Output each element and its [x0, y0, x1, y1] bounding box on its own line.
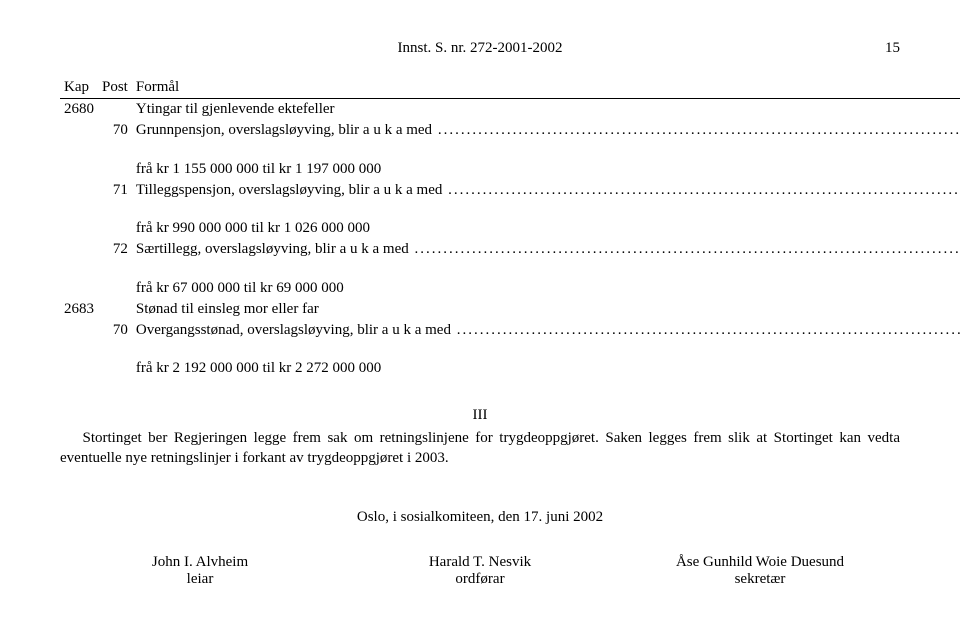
- cell-post: 71: [98, 180, 132, 219]
- col-header-post: Post: [98, 77, 132, 99]
- signature-block: Harald T. Nesvik ordførar: [340, 554, 620, 588]
- cell-desc: Ytingar til gjenlevende ektefeller: [132, 99, 960, 121]
- signature-name: Harald T. Nesvik: [340, 554, 620, 571]
- closing-line: Oslo, i sosialkomiteen, den 17. juni 200…: [60, 509, 900, 526]
- table-row: 2680 Ytingar til gjenlevende ektefeller: [60, 99, 960, 121]
- cell-post: [98, 99, 132, 121]
- signature-role: ordførar: [340, 571, 620, 588]
- cell-kap: [60, 180, 98, 219]
- cell-kap: [60, 159, 98, 180]
- cell-kap: [60, 320, 98, 359]
- cell-kap: [60, 218, 98, 239]
- cell-kap: 2683: [60, 299, 98, 320]
- cell-post: 70: [98, 120, 132, 159]
- section-numeral: III: [60, 407, 900, 424]
- cell-desc: frå kr 2 192 000 000 til kr 2 272 000 00…: [132, 358, 960, 379]
- table-row: 2683 Stønad til einsleg mor eller far: [60, 299, 960, 320]
- page-header: Innst. S. nr. 272-2001-2002 15: [60, 40, 900, 57]
- cell-post: 72: [98, 239, 132, 278]
- table-row: frå kr 2 192 000 000 til kr 2 272 000 00…: [60, 358, 960, 379]
- signature-row: John I. Alvheim leiar Harald T. Nesvik o…: [60, 554, 900, 588]
- cell-post: 70: [98, 320, 132, 359]
- table-row: 72 Særtillegg, overslagsløyving, blir a …: [60, 239, 960, 278]
- cell-desc: Stønad til einsleg mor eller far: [132, 299, 960, 320]
- cell-desc: Særtillegg, overslagsløyving, blir a u k…: [136, 241, 960, 258]
- signature-role: leiar: [60, 571, 340, 588]
- table-row: frå kr 67 000 000 til kr 69 000 000: [60, 278, 960, 299]
- cell-post: [98, 299, 132, 320]
- table-header-row: Kap Post Formål Kroner: [60, 77, 960, 99]
- document-title: Innst. S. nr. 272-2001-2002: [100, 40, 860, 57]
- cell-desc: Tilleggspensjon, overslagsløyving, blir …: [136, 182, 960, 199]
- page-number: 15: [860, 40, 900, 57]
- cell-kap: [60, 120, 98, 159]
- table-row: 70 Grunnpensjon, overslagsløyving, blir …: [60, 120, 960, 159]
- cell-desc: frå kr 990 000 000 til kr 1 026 000 000: [132, 218, 960, 239]
- col-header-kap: Kap: [60, 77, 98, 99]
- cell-kap: [60, 358, 98, 379]
- cell-desc: frå kr 67 000 000 til kr 69 000 000: [132, 278, 960, 299]
- cell-post: [98, 358, 132, 379]
- cell-desc: Overgangsstønad, overslagsløyving, blir …: [136, 322, 960, 339]
- budget-table: Kap Post Formål Kroner 2680 Ytingar til …: [60, 77, 960, 379]
- table-row: frå kr 1 155 000 000 til kr 1 197 000 00…: [60, 159, 960, 180]
- cell-kap: [60, 278, 98, 299]
- signature-name: Åse Gunhild Woie Duesund: [620, 554, 900, 571]
- signature-block: Åse Gunhild Woie Duesund sekretær: [620, 554, 900, 588]
- cell-kap: [60, 239, 98, 278]
- signature-block: John I. Alvheim leiar: [60, 554, 340, 588]
- cell-kap: 2680: [60, 99, 98, 121]
- header-spacer: [60, 40, 100, 57]
- table-row: 71 Tilleggspensjon, overslagsløyving, bl…: [60, 180, 960, 219]
- cell-post: [98, 278, 132, 299]
- cell-post: [98, 159, 132, 180]
- cell-desc: frå kr 1 155 000 000 til kr 1 197 000 00…: [132, 159, 960, 180]
- table-row: 70 Overgangsstønad, overslagsløyving, bl…: [60, 320, 960, 359]
- cell-desc: Grunnpensjon, overslagsløyving, blir a u…: [136, 122, 960, 139]
- signature-name: John I. Alvheim: [60, 554, 340, 571]
- table-row: frå kr 990 000 000 til kr 1 026 000 000: [60, 218, 960, 239]
- col-header-formal: Formål: [132, 77, 960, 99]
- section-text: Stortinget ber Regjeringen legge frem sa…: [60, 428, 900, 469]
- signature-role: sekretær: [620, 571, 900, 588]
- cell-post: [98, 218, 132, 239]
